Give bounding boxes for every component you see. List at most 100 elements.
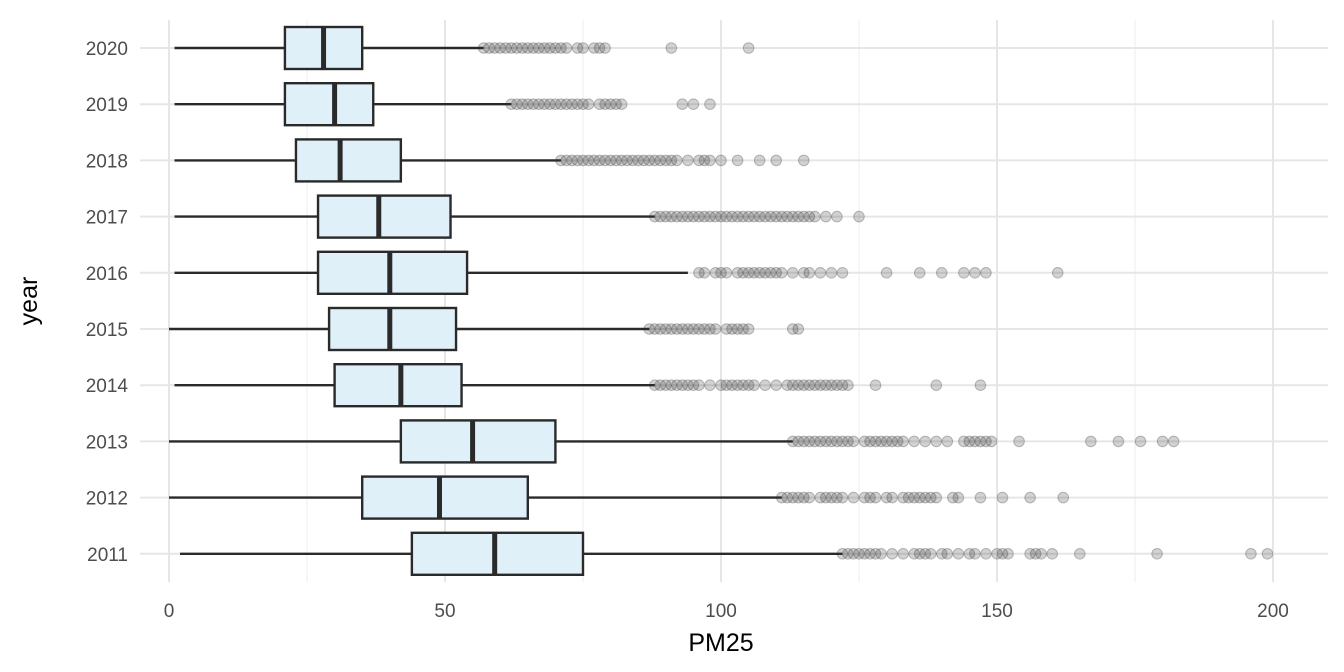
y-axis-title: year xyxy=(15,277,43,326)
y-tick-label: 2012 xyxy=(86,489,128,510)
outlier-point xyxy=(836,379,849,392)
outlier-point xyxy=(505,42,518,54)
outlier-point xyxy=(836,548,849,560)
outlier-point xyxy=(698,267,711,279)
outlier-point xyxy=(869,435,882,448)
outlier-point xyxy=(549,98,562,110)
outlier-point xyxy=(604,98,617,110)
outlier-point xyxy=(875,435,887,448)
outlier-point xyxy=(715,267,727,279)
outlier-point xyxy=(571,42,584,54)
outlier-point xyxy=(693,267,705,279)
outlier-point xyxy=(704,323,716,335)
outlier-point xyxy=(510,98,523,110)
outlier-point xyxy=(654,323,667,335)
outlier-point xyxy=(781,491,794,504)
outlier-point xyxy=(1002,548,1014,560)
outlier-point xyxy=(974,379,987,392)
outlier-point xyxy=(759,210,771,223)
outlier-point xyxy=(980,435,992,448)
outlier-point xyxy=(742,210,755,223)
outlier-point xyxy=(858,435,871,448)
outlier-point xyxy=(704,98,716,110)
outlier-point xyxy=(742,379,755,392)
outlier-point xyxy=(1024,548,1036,560)
outlier-point xyxy=(571,154,584,167)
outlier-point xyxy=(599,154,611,167)
outlier-point xyxy=(831,435,843,448)
outlier-point xyxy=(549,42,562,54)
outlier-point xyxy=(654,379,667,392)
box-iqr xyxy=(316,194,452,239)
outlier-point xyxy=(803,267,816,279)
outlier-point xyxy=(820,435,832,448)
outlier-point xyxy=(803,210,816,223)
outlier-point xyxy=(974,491,987,504)
outlier-point xyxy=(693,210,705,223)
outlier-point xyxy=(958,267,970,279)
outlier-point xyxy=(538,42,551,54)
outlier-point xyxy=(665,42,678,54)
outlier-point xyxy=(648,379,661,392)
outlier-point xyxy=(786,379,799,392)
outlier-point xyxy=(803,379,816,392)
outlier-point xyxy=(704,154,716,167)
outlier-point xyxy=(809,435,821,448)
outlier-point xyxy=(687,210,700,223)
outlier-point xyxy=(599,42,611,54)
box-iqr xyxy=(327,306,458,352)
outlier-point xyxy=(726,210,738,223)
outlier-point xyxy=(709,323,722,335)
outlier-point xyxy=(720,379,733,392)
outlier-point xyxy=(533,42,545,54)
outlier-point xyxy=(742,267,755,279)
outlier-point xyxy=(980,267,992,279)
outlier-point xyxy=(682,154,694,167)
outlier-point xyxy=(814,491,827,504)
outlier-point xyxy=(858,548,871,560)
outlier-point xyxy=(941,435,954,448)
outlier-point xyxy=(660,154,672,167)
outlier-point xyxy=(842,435,854,448)
outlier-point xyxy=(593,42,606,54)
outlier-point xyxy=(555,98,567,110)
outlier-point xyxy=(786,210,799,223)
outlier-point xyxy=(494,42,507,54)
outlier-point xyxy=(781,379,794,392)
outlier-point xyxy=(842,379,854,392)
outlier-point xyxy=(588,154,600,167)
outlier-point xyxy=(786,323,799,335)
outlier-point xyxy=(544,98,556,110)
y-tick-label: 2014 xyxy=(86,376,129,397)
outlier-point xyxy=(555,42,567,54)
outlier-point xyxy=(560,42,573,54)
outlier-point xyxy=(488,42,501,54)
outlier-point xyxy=(544,42,556,54)
outlier-point xyxy=(924,491,937,504)
outlier-point xyxy=(798,435,810,448)
outlier-point xyxy=(566,98,578,110)
outlier-point xyxy=(715,154,727,167)
outlier-point xyxy=(753,154,766,167)
outlier-point xyxy=(836,491,849,504)
outlier-point xyxy=(660,323,672,335)
outlier-point xyxy=(577,42,589,54)
outlier-point xyxy=(764,210,777,223)
outlier-point xyxy=(1013,435,1025,448)
outlier-point xyxy=(538,98,551,110)
outlier-point xyxy=(798,154,810,167)
outlier-point xyxy=(1029,548,1042,560)
outlier-point xyxy=(643,154,656,167)
outlier-point xyxy=(770,267,783,279)
outlier-point xyxy=(996,548,1009,560)
outlier-point xyxy=(886,491,898,504)
outlier-point xyxy=(748,267,760,279)
box-iqr xyxy=(410,531,585,576)
outlier-point xyxy=(792,323,805,335)
outlier-point xyxy=(637,154,650,167)
outlier-point xyxy=(1057,491,1070,504)
outlier-point xyxy=(643,323,656,335)
outlier-point xyxy=(560,98,573,110)
outlier-point xyxy=(621,154,633,167)
x-tick-labels: 0 50 100 150 200 xyxy=(164,601,1289,622)
